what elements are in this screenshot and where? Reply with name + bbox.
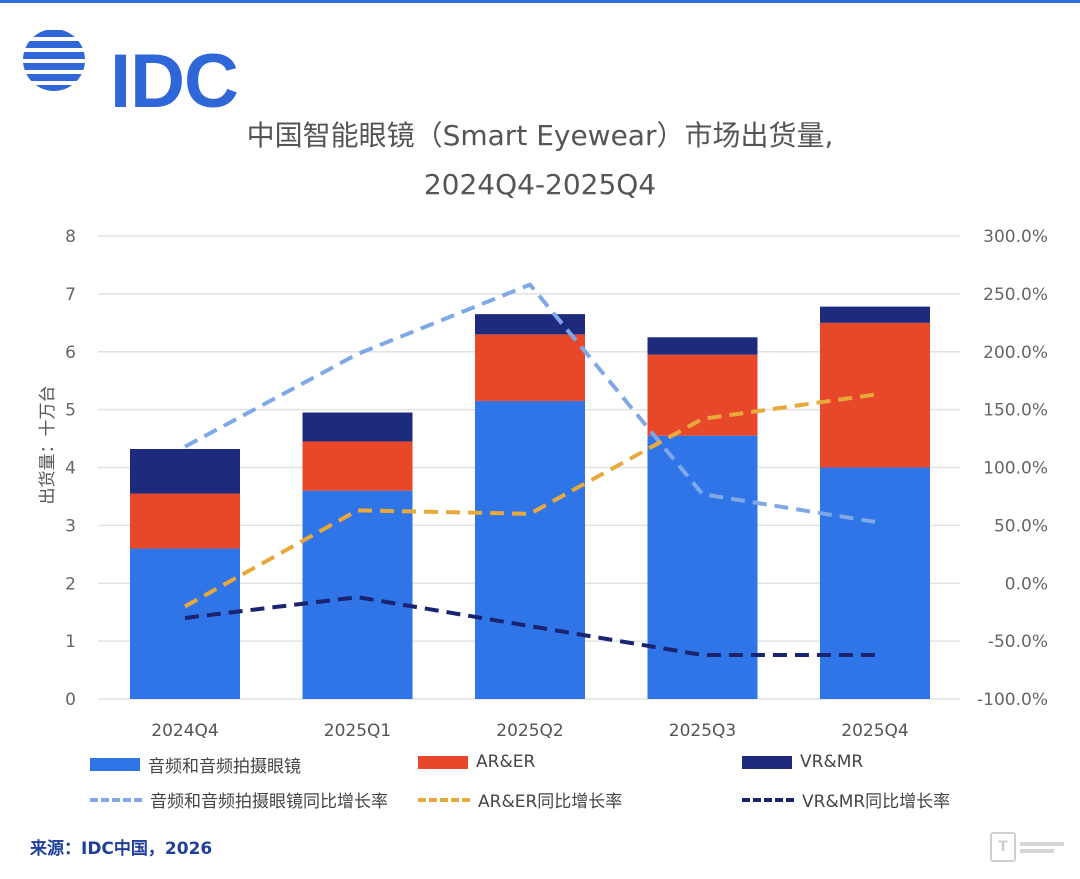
legend-item-audio-yoy: 音频和音频拍摄眼镜同比增长率 — [90, 787, 388, 812]
bar-arer — [302, 441, 413, 491]
y-tick-label: 0 — [65, 690, 76, 710]
legend-dash-audio-yoy — [90, 797, 142, 802]
line-vrmr_yoy — [184, 595, 875, 658]
bar-audio — [820, 467, 930, 699]
legend-dash-arer-yoy — [418, 797, 470, 802]
y-tick-label: 8 — [65, 227, 76, 247]
legend-item-vrmr-yoy: VR&MR同比增长率 — [742, 787, 950, 812]
x-tick-label: 2025Q3 — [669, 721, 736, 741]
bar-audio — [475, 400, 585, 699]
y2-tick-label: 150.0% — [983, 401, 1048, 421]
y2-tick-label: 250.0% — [983, 285, 1048, 305]
watermark-lines — [1020, 841, 1064, 853]
bar-vrmr — [302, 412, 413, 442]
watermark-logo: T — [990, 832, 1070, 862]
y2-tick-label: 50.0% — [994, 516, 1048, 536]
x-tick-label: 2025Q4 — [841, 721, 908, 741]
legend-label-vrmr-yoy: VR&MR同比增长率 — [802, 792, 951, 812]
bar-arer — [647, 354, 758, 436]
bar-audio — [302, 490, 413, 699]
y-tick-label: 6 — [65, 343, 76, 363]
line-arer_yoy — [184, 392, 876, 609]
line-audio_yoy — [184, 282, 876, 524]
y-tick-label: 5 — [65, 401, 76, 421]
legend-label-audio: 音频和音频拍摄眼镜 — [148, 757, 301, 777]
legend-label-vrmr: VR&MR — [800, 752, 864, 772]
x-tick-label: 2025Q2 — [496, 721, 563, 741]
x-tick-label: 2025Q1 — [324, 721, 391, 741]
bar-arer — [130, 493, 240, 549]
idc-logo: IDC — [22, 28, 239, 120]
legend-dash-vrmr-yoy — [742, 797, 794, 802]
y-tick-label: 1 — [65, 632, 76, 652]
legend-label-arer: AR&ER — [476, 752, 536, 772]
legend-label-audio-yoy: 音频和音频拍摄眼镜同比增长率 — [150, 792, 388, 812]
bar-vrmr — [130, 448, 240, 494]
x-tick-label: 2024Q4 — [151, 721, 218, 741]
bar-audio — [647, 435, 758, 699]
bar-vrmr — [820, 306, 930, 323]
bar-vrmr — [647, 337, 758, 355]
bar-arer — [475, 334, 585, 401]
y-tick-label: 7 — [65, 285, 76, 305]
legend-item-vrmr: VR&MR — [742, 752, 863, 772]
chart-title-line2: 2024Q4-2025Q4 — [423, 168, 657, 201]
bar-audio — [130, 548, 240, 699]
legend-item-arer: AR&ER — [418, 752, 535, 772]
y-tick-label: 3 — [65, 516, 76, 536]
bar-arer — [820, 322, 930, 468]
watermark-icon: T — [990, 832, 1016, 862]
top-accent-rule — [0, 0, 1080, 3]
y2-tick-label: -50.0% — [988, 632, 1048, 652]
legend-item-audio: 音频和音频拍摄眼镜 — [90, 752, 301, 777]
legend-item-arer-yoy: AR&ER同比增长率 — [418, 787, 622, 812]
y2-tick-label: 300.0% — [983, 227, 1048, 247]
idc-logo-text: IDC — [110, 39, 239, 124]
chart-title-line1: 中国智能眼镜（Smart Eyewear）市场出货量, — [246, 119, 834, 152]
y-tick-label: 2 — [65, 574, 76, 594]
legend-label-arer-yoy: AR&ER同比增长率 — [478, 792, 623, 812]
y-axis-label: 出货量：十万台 — [38, 386, 58, 505]
legend-swatch-audio — [90, 758, 140, 771]
y-tick-label: 4 — [65, 459, 76, 479]
legend-swatch-arer — [418, 755, 468, 769]
idc-globe-icon — [23, 30, 85, 91]
y2-tick-label: 0.0% — [1005, 574, 1048, 594]
y2-tick-label: 200.0% — [983, 343, 1048, 363]
legend-swatch-vrmr — [742, 755, 792, 769]
y2-tick-label: 100.0% — [983, 459, 1048, 479]
y2-tick-label: -100.0% — [977, 690, 1048, 710]
source-note: 来源：IDC中国，2026 — [30, 839, 213, 859]
